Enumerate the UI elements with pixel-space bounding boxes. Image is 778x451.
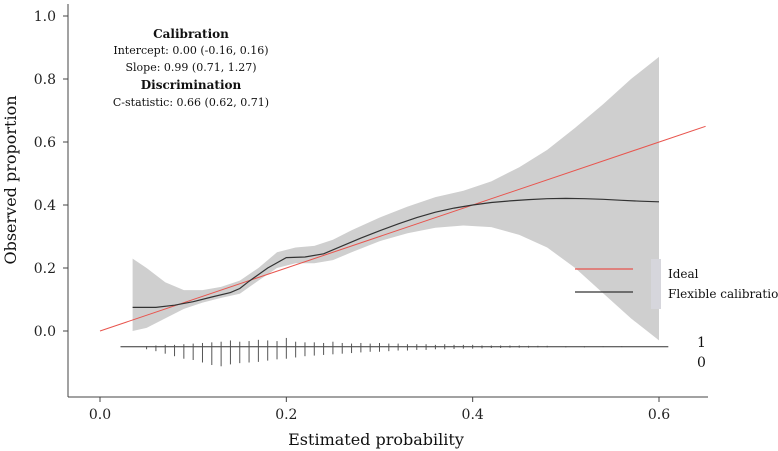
y-tick-label: 0.8 bbox=[34, 72, 56, 88]
calibration-header: Calibration bbox=[153, 27, 229, 41]
y-tick-label: 0.4 bbox=[34, 198, 56, 214]
discrimination-header: Discrimination bbox=[141, 78, 242, 92]
ticks-group: 0.0 0.2 0.4 0.6 0.8 1.0 0.0 0.2 0.4 0.6 bbox=[34, 9, 670, 423]
y-tick-label: 0.2 bbox=[34, 261, 56, 277]
y-tick-label: 0.0 bbox=[34, 324, 56, 340]
spike-label-nonevents: 0 bbox=[697, 355, 706, 371]
x-tick-label: 0.2 bbox=[275, 407, 297, 423]
y-tick-label: 1.0 bbox=[34, 9, 56, 25]
flexible-calibration-line bbox=[132, 197, 660, 308]
ideal-line bbox=[99, 125, 706, 332]
x-tick-label: 0.0 bbox=[89, 407, 111, 423]
y-axis-title: Observed proportion bbox=[1, 95, 20, 264]
y-tick-label: 0.6 bbox=[34, 135, 56, 151]
confidence-band-group bbox=[132, 56, 660, 341]
x-tick-label: 0.4 bbox=[462, 407, 484, 423]
spike-label-events: 1 bbox=[697, 335, 706, 351]
confidence-band bbox=[132, 56, 660, 341]
x-axis-title: Estimated probability bbox=[288, 430, 464, 449]
legend-ideal-label: Ideal bbox=[668, 267, 699, 281]
c-statistic-text: C-statistic: 0.66 (0.62, 0.71) bbox=[113, 96, 269, 109]
spike-histogram-group bbox=[120, 337, 669, 367]
legend-swatch-shade bbox=[651, 259, 661, 309]
x-tick-label: 0.6 bbox=[648, 407, 670, 423]
series-lines-group bbox=[99, 125, 706, 332]
slope-text: Slope: 0.99 (0.71, 1.27) bbox=[126, 61, 257, 74]
legend-flexible-label: Flexible calibration bbox=[668, 287, 778, 301]
intercept-text: Intercept: 0.00 (-0.16, 0.16) bbox=[113, 44, 268, 57]
